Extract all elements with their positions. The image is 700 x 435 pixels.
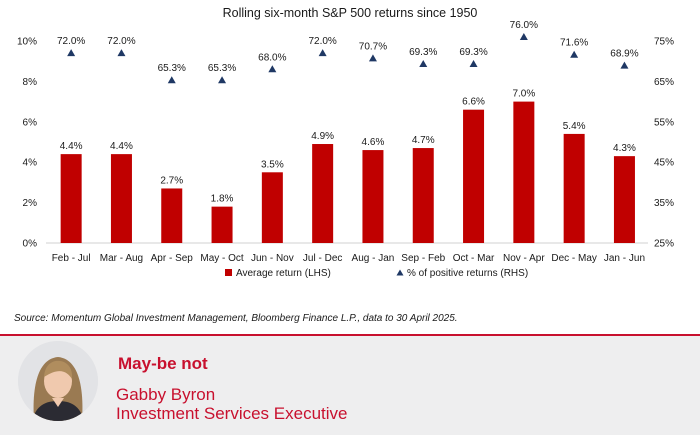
bar: [412, 148, 434, 243]
marker-value-label: 69.3%: [459, 47, 487, 58]
legend: Average return (LHS) % of positive retur…: [225, 268, 528, 279]
author-role: Investment Services Executive: [116, 404, 348, 423]
bar-series: 4.4% 4.4% 2.7% 1.8% 3.5% 4.9% 4.6% 4.7% 6.6% 7.0%…: [60, 89, 636, 244]
left-axis: 0% 2% 4% 6% 8% 10%: [17, 37, 37, 250]
marker-value-label: 72.0%: [308, 36, 336, 47]
marker-value-label: 65.3%: [208, 63, 236, 74]
right-axis: 25% 35% 45% 55% 65% 75%: [654, 37, 674, 250]
left-tick-label: 0%: [23, 239, 38, 250]
right-tick-label: 35%: [654, 198, 674, 209]
triangle-marker: [218, 76, 227, 84]
right-tick-label: 45%: [654, 158, 674, 169]
marker-value-label: 76.0%: [510, 20, 538, 31]
marker-value-label: 72.0%: [107, 36, 135, 47]
bar: [60, 154, 82, 243]
chart-title: Rolling six-month S&P 500 returns since …: [223, 6, 478, 20]
triangle-marker: [318, 49, 327, 57]
x-tick-label: Oct - Mar: [453, 253, 495, 264]
bar-value-label: 6.6%: [462, 97, 485, 108]
triangle-marker: [519, 32, 528, 40]
bar: [312, 144, 334, 243]
x-tick-label: Jul - Dec: [303, 253, 342, 264]
marker-value-label: 65.3%: [158, 63, 186, 74]
marker-value-label: 71.6%: [560, 38, 588, 49]
bar-value-label: 3.5%: [261, 159, 284, 170]
author-footer: May-be not Gabby Byron Investment Servic…: [0, 336, 700, 435]
legend-triangle-icon: [396, 269, 404, 276]
bar-value-label: 4.3%: [613, 143, 636, 154]
bar: [110, 154, 132, 243]
right-tick-label: 25%: [654, 239, 674, 250]
x-tick-label: Apr - Sep: [151, 253, 194, 264]
bar: [613, 156, 635, 243]
bar-value-label: 7.0%: [512, 89, 535, 100]
left-tick-label: 8%: [23, 77, 38, 88]
left-tick-label: 10%: [17, 37, 37, 48]
chart: Rolling six-month S&P 500 returns since …: [17, 6, 674, 279]
left-tick-label: 2%: [23, 198, 38, 209]
source-note: Source: Momentum Global Investment Manag…: [14, 313, 458, 324]
bar: [161, 188, 183, 243]
x-tick-label: May - Oct: [200, 253, 244, 264]
x-tick-label: Nov - Apr: [503, 253, 545, 264]
x-tick-label: Aug - Jan: [352, 253, 395, 264]
bar: [463, 109, 485, 244]
triangle-marker: [419, 60, 428, 68]
author-name: Gabby Byron: [116, 385, 216, 404]
bar: [261, 172, 283, 243]
bar: [211, 206, 233, 243]
x-tick-label: Dec - May: [551, 253, 597, 264]
marker-value-label: 69.3%: [409, 47, 437, 58]
right-tick-label: 55%: [654, 117, 674, 128]
triangle-marker: [67, 49, 76, 57]
triangle-marker: [268, 65, 277, 73]
bar-value-label: 4.9%: [311, 131, 334, 142]
triangle-marker: [570, 50, 579, 58]
right-tick-label: 75%: [654, 37, 674, 48]
x-tick-label: Jun - Nov: [251, 253, 294, 264]
bar-value-label: 1.8%: [211, 194, 234, 205]
bar: [563, 133, 585, 243]
author-avatar: [18, 341, 98, 421]
bar-value-label: 4.7%: [412, 135, 435, 146]
marker-value-label: 72.0%: [57, 36, 85, 47]
x-tick-label: Jan - Jun: [604, 253, 645, 264]
x-tick-label: Feb - Jul: [52, 253, 91, 264]
marker-series: 72.0% 72.0% 65.3% 65.3% 68.0% 72.0% 70.7% 69.3%…: [57, 20, 639, 84]
left-tick-label: 4%: [23, 158, 38, 169]
x-tick-label: Sep - Feb: [401, 253, 445, 264]
x-axis-labels: Feb - Jul Mar - Aug Apr - Sep May - Oct Jun …: [52, 253, 645, 264]
triangle-marker: [469, 60, 478, 68]
bar-value-label: 5.4%: [563, 121, 586, 132]
marker-value-label: 68.0%: [258, 52, 286, 63]
marker-value-label: 68.9%: [610, 49, 638, 60]
triangle-marker: [368, 54, 377, 62]
bar-value-label: 2.7%: [160, 175, 183, 186]
x-tick-label: Mar - Aug: [100, 253, 143, 264]
bar-value-label: 4.4%: [60, 141, 83, 152]
right-tick-label: 65%: [654, 77, 674, 88]
bar-value-label: 4.6%: [362, 137, 385, 148]
triangle-marker: [167, 76, 176, 84]
marker-value-label: 70.7%: [359, 41, 387, 52]
legend-bar-swatch: [225, 269, 232, 276]
footer-divider: [0, 334, 700, 336]
bar: [362, 150, 384, 243]
left-tick-label: 6%: [23, 117, 38, 128]
legend-marker-label: % of positive returns (RHS): [407, 268, 528, 279]
headline: May-be not: [118, 354, 208, 373]
triangle-marker: [620, 61, 629, 69]
triangle-marker: [117, 49, 126, 57]
portrait-image: [18, 341, 98, 421]
bar-value-label: 4.4%: [110, 141, 133, 152]
bar: [513, 101, 535, 243]
legend-bar-label: Average return (LHS): [236, 268, 331, 279]
